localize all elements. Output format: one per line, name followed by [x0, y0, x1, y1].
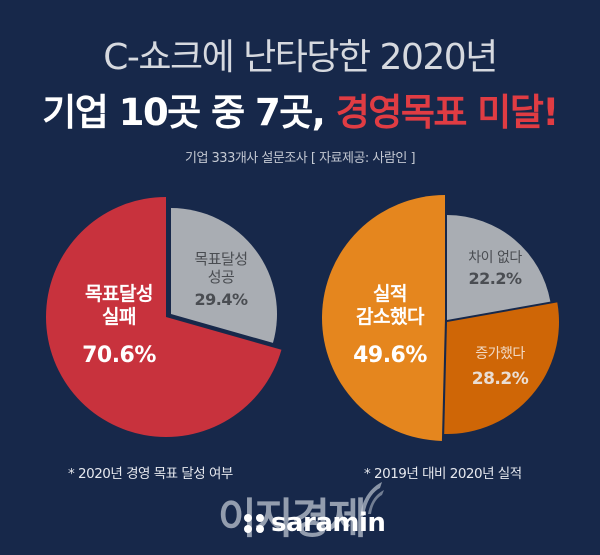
- value-29-4: 29.4%: [194, 290, 248, 309]
- value-22-2: 22.2%: [468, 268, 522, 288]
- caption-goal-achievement: * 2020년 경영 목표 달성 여부: [68, 466, 233, 482]
- label-decreased: 실적 감소했다 49.6%: [340, 283, 440, 369]
- value-28-2: 28.2%: [471, 368, 529, 389]
- title-line-2-white: 기업 10곳 중 7곳,: [42, 91, 336, 134]
- value-49-6: 49.6%: [353, 342, 427, 368]
- title-line-2-highlight: 경영목표 미달!: [335, 91, 560, 134]
- pie-performance-vs-2019: [322, 195, 559, 441]
- caption-performance: * 2019년 대비 2020년 실적: [364, 466, 522, 482]
- watermark-text: 이지경제: [218, 494, 367, 543]
- brand-name: saramin: [271, 508, 386, 538]
- title-line-2: 기업 10곳 중 7곳, 경영목표 미달!: [0, 82, 600, 136]
- pie-goal-achievement: [46, 197, 282, 437]
- label-increased: 증가했다 28.2%: [455, 346, 545, 389]
- label-no-difference: 차이 없다 22.2%: [450, 250, 540, 288]
- slice-increased: [444, 302, 559, 434]
- watermark-swoosh-icon: [360, 482, 384, 516]
- slice-decreased: [322, 195, 445, 441]
- slice-no-difference: [447, 215, 551, 320]
- survey-source: 기업 333개사 설문조사 [ 자료제공: 사람인 ]: [184, 151, 416, 166]
- label-goal-failed: 목표달성 실패 70.6%: [60, 283, 178, 369]
- value-70-6: 70.6%: [82, 342, 156, 368]
- slice-goal-achieved: [171, 208, 277, 343]
- saramin-dots-icon: [244, 513, 265, 533]
- slice-goal-failed: [46, 197, 282, 437]
- saramin-logo: saramin: [244, 508, 386, 538]
- label-goal-achieved: 목표달성 성공 29.4%: [176, 250, 266, 309]
- title-line-1: C-쇼크에 난타당한 2020년: [103, 37, 498, 78]
